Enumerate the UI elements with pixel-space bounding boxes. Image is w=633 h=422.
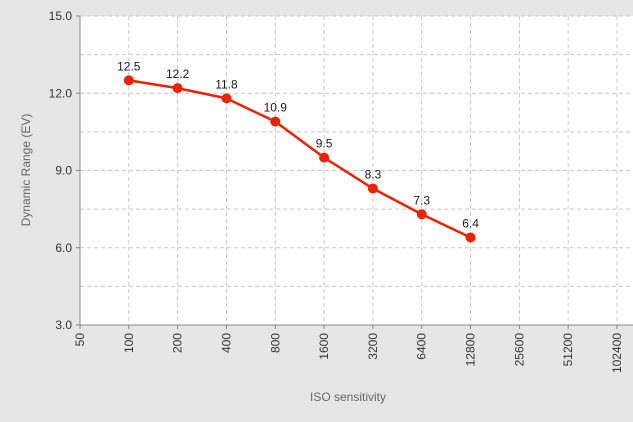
data-points [123,75,476,243]
x-tick-label: 1600 [317,333,331,360]
y-tick-label: 12.0 [49,86,73,100]
data-point [465,232,476,243]
gridlines [80,15,633,325]
data-label: 8.3 [365,168,382,182]
data-point [172,83,183,94]
x-tick-label: 50 [73,333,87,347]
data-point [123,75,134,86]
data-label: 6.4 [462,216,479,230]
x-tick-label: 800 [268,333,282,353]
x-tick-label: 12800 [464,333,478,367]
x-tick-label: 25600 [512,333,526,367]
data-point [416,209,427,220]
x-tick-label: 200 [171,333,185,353]
x-tick-label: 6400 [415,333,429,360]
data-labels: 12.5 12.2 11.8 10.9 9.5 8.3 7.3 6.4 [117,59,479,230]
series-line-path [128,79,472,239]
data-label: 7.3 [413,193,430,207]
x-axis-title: ISO sensitivity [310,390,386,404]
data-label: 12.5 [117,59,141,73]
x-tick-labels: 50 100 200 400 800 1600 3200 6400 12800 25600 5120… [73,325,624,373]
y-tick-label: 15.0 [49,9,73,23]
x-tick-label: 51200 [561,333,575,367]
data-label: 10.9 [264,101,288,115]
y-tick-label: 3.0 [55,318,72,332]
x-tick-label: 400 [219,333,233,353]
y-tick-label: 6.0 [55,241,72,255]
data-point [319,152,330,163]
x-tick-label: 100 [122,333,136,353]
data-point [367,183,378,194]
data-point [221,93,232,104]
x-tick-label: 102400 [610,333,624,373]
y-tick-label: 9.0 [55,164,72,178]
y-tick-labels: 3.0 6.0 9.0 12.0 15.0 [49,9,80,332]
y-axis-title: Dynamic Range (EV) [19,114,33,227]
x-tick-label: 3200 [366,333,380,360]
data-label: 12.2 [166,67,190,81]
data-label: 9.5 [316,137,333,151]
data-label: 11.8 [215,77,238,91]
data-point [270,116,281,127]
series-line [128,79,472,239]
